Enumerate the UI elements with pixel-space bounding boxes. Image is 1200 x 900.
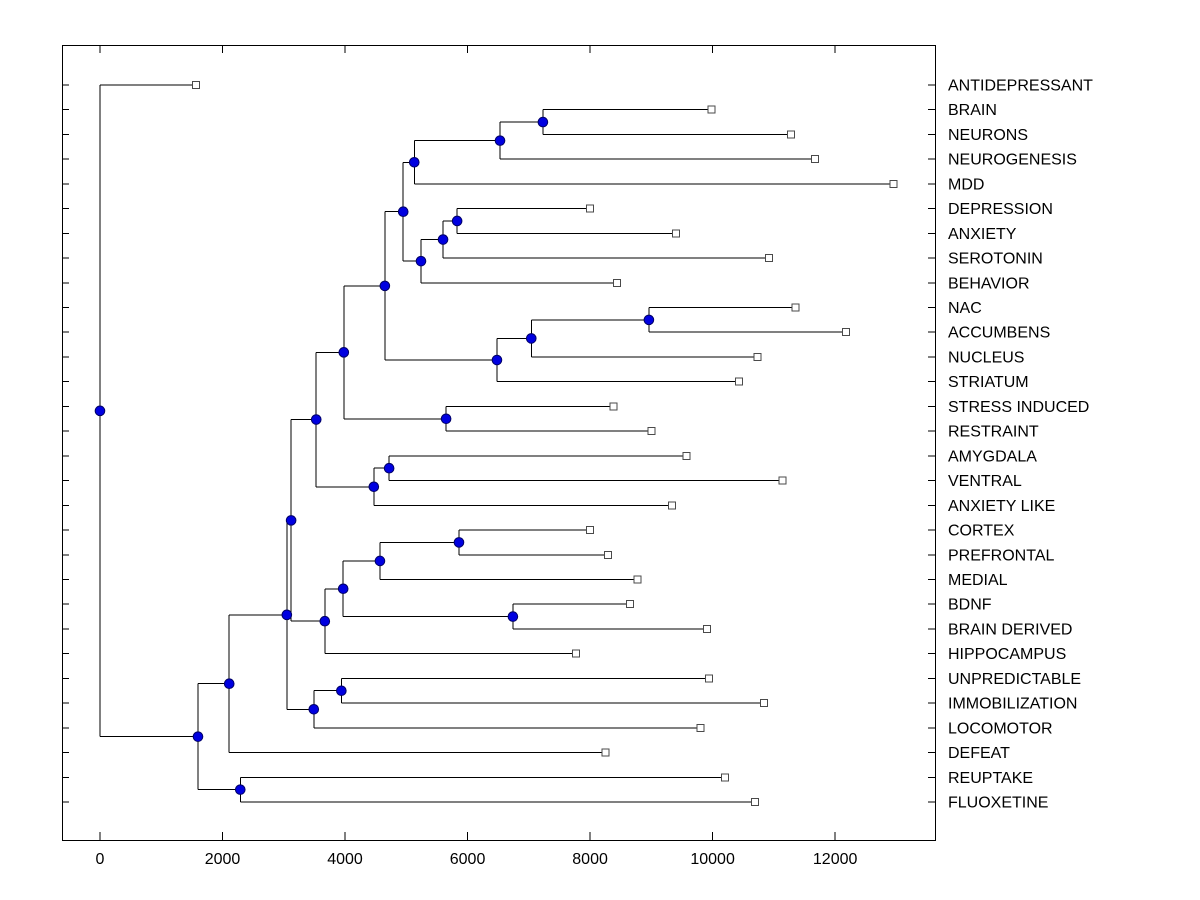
leaf-marker [704,674,713,683]
merge-node-marker [453,537,465,548]
x-tick-label: 2000 [205,851,241,868]
merge-node-marker [451,215,463,227]
merge-node-marker [234,784,246,795]
leaf-label: RESTRAINT [948,424,1039,441]
merge-node-marker [643,314,655,326]
merge-node-marker [525,333,537,344]
merge-node-marker [192,731,204,742]
leaf-label: SEROTONIN [948,251,1043,268]
leaf-label: ANXIETY LIKE [948,498,1055,515]
leaf-label: AMYGDALA [948,448,1037,465]
leaf-marker [671,229,680,238]
merge-node-marker [383,462,395,474]
leaf-marker [586,526,595,535]
leaf-marker [889,179,898,188]
leaf-label: PREFRONTAL [948,547,1054,564]
leaf-marker [720,773,729,782]
merge-node-marker [415,255,427,267]
leaf-marker [703,624,712,633]
leaf-label: LOCOMOTOR [948,720,1053,737]
leaf-marker [791,303,800,312]
leaf-marker [764,254,773,263]
leaf-marker [586,204,595,213]
leaf-marker [787,130,796,139]
leaf-marker [609,402,618,411]
x-tick-label: 12000 [813,851,858,868]
leaf-label: STRESS INDUCED [948,399,1089,416]
leaf-marker [707,105,716,114]
merge-node-marker [440,413,452,425]
merge-node-marker [491,354,503,366]
leaf-label: ANTIDEPRESSANT [948,78,1093,95]
leaf-label: BEHAVIOR [948,275,1030,292]
merge-node-marker [368,481,380,493]
merge-node-marker [397,206,409,218]
x-tick-label: 6000 [450,851,486,868]
merge-node-marker [338,347,350,358]
leaf-label: CORTEX [948,523,1015,540]
merge-node-marker [310,414,322,425]
leaf-marker [668,501,677,510]
merge-node-marker [94,405,106,417]
leaf-label: BRAIN DERIVED [948,621,1072,638]
leaf-marker [647,427,656,436]
leaf-marker [682,451,691,460]
merge-node-marker [336,685,347,697]
leaf-marker [810,155,819,164]
leaf-label: IMMOBILIZATION [948,696,1077,713]
leaf-marker [613,278,622,287]
merge-node-marker [223,678,235,689]
leaf-label: REUPTAKE [948,770,1033,787]
leaf-label: HIPPOCAMPUS [948,646,1066,663]
leaf-marker [750,797,759,806]
merge-node-marker [379,280,391,292]
leaf-label: ACCUMBENS [948,325,1050,342]
leaf-label: NEURONS [948,127,1028,144]
x-tick-label: 0 [96,851,105,868]
leaf-marker [778,476,787,485]
leaf-label: NUCLEUS [948,349,1024,366]
x-tick-label: 10000 [690,851,735,868]
leaf-label: MDD [948,176,984,193]
leaf-label: MEDIAL [948,572,1008,589]
merge-node-marker [308,703,320,715]
leaf-label: DEFEAT [948,745,1010,762]
merge-node-marker [374,555,386,567]
leaf-label: DEPRESSION [948,201,1053,218]
merge-node-marker [285,515,297,526]
x-tick-label: 8000 [572,851,608,868]
leaf-marker [842,328,851,337]
leaf-marker [734,377,743,386]
leaf-marker [571,649,580,658]
leaf-label: ANXIETY [948,226,1017,243]
merge-node-marker [319,615,331,627]
leaf-label: NEUROGENESIS [948,152,1077,169]
leaf-label: BDNF [948,597,992,614]
merge-node-marker [408,156,420,168]
merge-node-marker [494,135,506,146]
leaf-marker [760,699,769,708]
leaf-marker [753,352,762,361]
merge-node-marker [281,609,293,621]
leaf-marker [633,575,642,584]
leaf-marker [192,81,201,89]
plot-box [62,45,936,841]
merge-node-marker [437,234,449,245]
leaf-label: NAC [948,300,982,317]
merge-node-marker [337,583,349,595]
leaf-marker [603,550,612,559]
merge-node-marker [507,611,519,622]
leaf-label: UNPREDICTABLE [948,671,1081,688]
leaf-label: STRIATUM [948,374,1029,391]
leaf-label: BRAIN [948,102,997,119]
leaf-label: VENTRAL [948,473,1022,490]
leaf-marker [696,723,705,732]
x-tick-label: 4000 [327,851,363,868]
merge-node-marker [537,116,549,128]
leaf-marker [601,748,610,757]
leaf-label: FLUOXETINE [948,794,1048,811]
leaf-marker [625,600,634,609]
